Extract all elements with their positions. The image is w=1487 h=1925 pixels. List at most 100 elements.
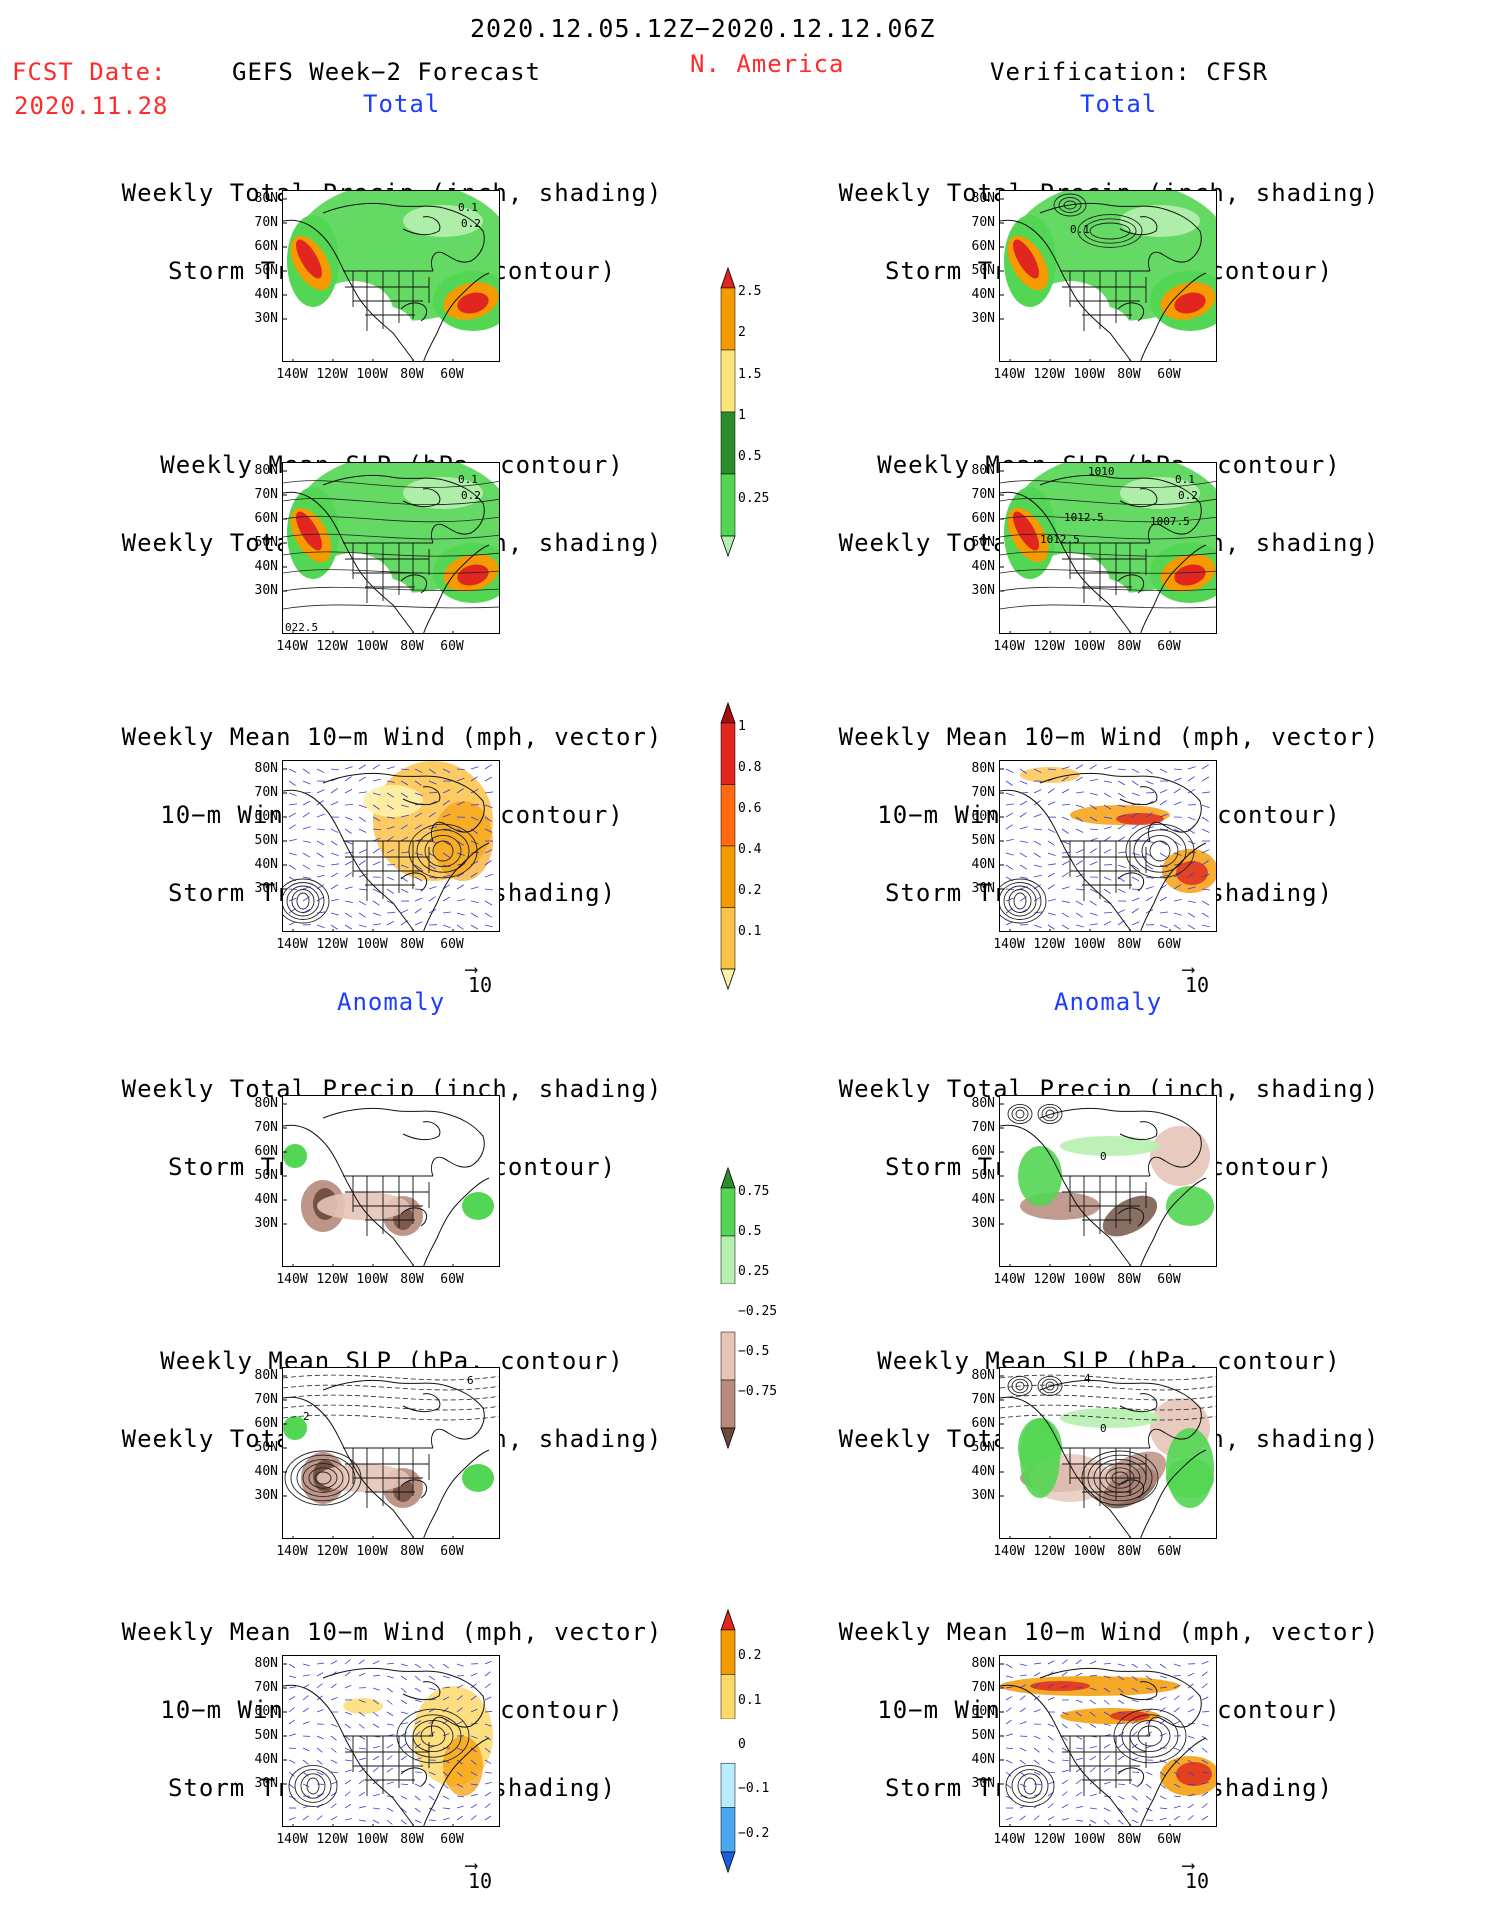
colorbar-segment [720, 1807, 736, 1853]
colorbar-top-arrow [720, 266, 736, 289]
colorbar-graphic [720, 1166, 736, 1450]
vector-key-value: 10 [468, 1869, 493, 1893]
colorbar-tick-label: −0.5 [738, 1344, 770, 1359]
lon-tick-label: 100W [1073, 367, 1105, 382]
lon-tick-label: 120W [316, 1272, 348, 1287]
colorbar-tick-label: 1.5 [738, 366, 762, 382]
colorbar-tick-label: 1 [738, 408, 746, 423]
colorbar-precip-total: 2.5 2 1.5 1 0.5 0.25 [720, 266, 780, 558]
svg-text:1012.5: 1012.5 [1064, 511, 1104, 524]
lon-tick-label: 120W [316, 1832, 348, 1847]
lat-tick-label: 50N [971, 1728, 995, 1743]
svg-text:0: 0 [1100, 1150, 1107, 1163]
lon-tick-label: 140W [276, 1544, 308, 1559]
lat-tick-label: 50N [254, 1440, 278, 1455]
vector-key-total-left: ⟶ 10 [466, 961, 492, 996]
map-graphic: 0.1 [1000, 191, 1216, 361]
map-frame: 0.1 0.2 1010 1012.5 1012.5 1007.5 [999, 462, 1217, 634]
lat-tick-label: 60N [254, 239, 278, 254]
lat-tick-label: 30N [254, 311, 278, 326]
colorbar-segment [720, 287, 736, 351]
lat-tick-label: 40N [971, 1464, 995, 1479]
lon-tick-label: 100W [356, 1544, 388, 1559]
lat-tick-label: 60N [971, 1416, 995, 1431]
lon-tick-label: 80W [400, 1544, 424, 1559]
lon-tick-label: 100W [356, 937, 388, 952]
lat-tick-label: 40N [971, 559, 995, 574]
lat-tick-label: 40N [971, 1192, 995, 1207]
lat-tick-label: 30N [971, 1216, 995, 1231]
lat-tick-label: 70N [971, 1120, 995, 1135]
lon-tick-label: 60W [440, 639, 464, 654]
lat-tick-label: 50N [971, 535, 995, 550]
lat-tick-label: 60N [254, 1416, 278, 1431]
map-total-slp-precip-verification: 0.1 0.2 1010 1012.5 1012.5 1007.5 80N 70N 60N 50N… [972, 462, 1217, 653]
svg-text:022.5: 022.5 [285, 621, 318, 634]
lon-tick-label: 120W [316, 367, 348, 382]
vector-key-anom-right: ⟶ 10 [1183, 1857, 1209, 1892]
map-anom-wind-forecast: 80N 70N 60N 50N 40N 30N 140W 120W 100W 80W 60W [255, 1655, 500, 1846]
map-anom-precip-storm-forecast: 80N 70N 60N 50N 40N 30N 140W 120W 100W 80W 60W [255, 1095, 500, 1286]
colorbar-segment [720, 1629, 736, 1675]
map-graphic [1000, 764, 1216, 931]
arrow-right-icon: ⟶ [1183, 1855, 1194, 1876]
lat-tick-label: 40N [971, 1752, 995, 1767]
map-frame: 0.1 0.2 [282, 190, 500, 362]
lat-tick-label: 80N [254, 1368, 278, 1383]
lat-tick-label: 40N [254, 857, 278, 872]
colorbar-graphic [720, 701, 736, 991]
lat-tick-label: 30N [254, 1488, 278, 1503]
svg-text:0.1: 0.1 [1175, 473, 1195, 486]
lon-tick-label: 120W [316, 639, 348, 654]
lat-tick-label: 70N [971, 487, 995, 502]
lat-tick-label: 50N [971, 1168, 995, 1183]
colorbar-tick-label: 0.8 [738, 760, 762, 775]
svg-text:4: 4 [1084, 1372, 1091, 1385]
lat-tick-label: 70N [254, 1392, 278, 1407]
lat-tick-label: 50N [254, 833, 278, 848]
map-frame [282, 1095, 500, 1267]
lat-tick-label: 80N [971, 191, 995, 206]
colorbar-segment [720, 411, 736, 475]
title-line: Weekly Mean 10−m Wind (mph, vector) [121, 1618, 663, 1646]
colorbar-top-arrow [720, 1166, 736, 1189]
lon-tick-label: 140W [993, 937, 1025, 952]
title-line: Weekly Mean SLP (hPa, contour) [877, 1347, 1341, 1375]
map-graphic: 04 [1000, 1372, 1216, 1538]
map-frame [999, 1655, 1217, 1827]
lat-tick-label: 60N [971, 1704, 995, 1719]
lon-tick-label: 80W [400, 1272, 424, 1287]
lat-tick-label: 50N [254, 1168, 278, 1183]
map-graphic [283, 761, 499, 931]
lon-tick-label: 60W [440, 367, 464, 382]
map-graphic: 0 [1000, 1103, 1214, 1266]
lon-tick-label: 100W [1073, 1544, 1105, 1559]
lat-tick-label: 80N [254, 1096, 278, 1111]
lat-tick-label: 50N [254, 263, 278, 278]
lon-tick-label: 140W [276, 367, 308, 382]
map-graphic: 0.10.2 [283, 191, 499, 361]
colorbar-bottom-arrow [720, 535, 736, 558]
map-total-slp-precip-forecast: 0.1 0.2 022.5 80N 70N 60N 50N 40N 30N 140W 120W 100… [255, 462, 500, 653]
colorbar-tick-label: 0.2 [738, 1648, 762, 1664]
colorbar-segment [720, 1379, 736, 1429]
lon-tick-label: 60W [1157, 367, 1181, 382]
lat-tick-label: 70N [254, 785, 278, 800]
lat-tick-label: 30N [254, 881, 278, 896]
lat-tick-label: 50N [971, 1440, 995, 1455]
map-frame [282, 1655, 500, 1827]
map-total-precip-storm-verification: 0.1 80N 70N 60N 50N 40N 30N 140W 120W 100W 80W 60W [972, 190, 1217, 381]
title-line: Weekly Mean 10−m Wind (mph, vector) [838, 1618, 1380, 1646]
lat-tick-label: 30N [971, 311, 995, 326]
lon-tick-label: 120W [1033, 367, 1065, 382]
map-anom-precip-storm-verification: 0 80N 70N 60N 50N 40N 30N 140W 120W 100W 80W 60W [972, 1095, 1217, 1286]
lat-tick-label: 30N [971, 1776, 995, 1791]
colorbar-segment [721, 1718, 735, 1764]
lon-tick-label: 140W [993, 1544, 1025, 1559]
lat-tick-label: 70N [971, 785, 995, 800]
lat-tick-label: 40N [254, 559, 278, 574]
lon-tick-label: 100W [356, 1272, 388, 1287]
colorbar-tick-label: 0.25 [738, 1264, 770, 1279]
total-label-left: Total [363, 90, 441, 118]
